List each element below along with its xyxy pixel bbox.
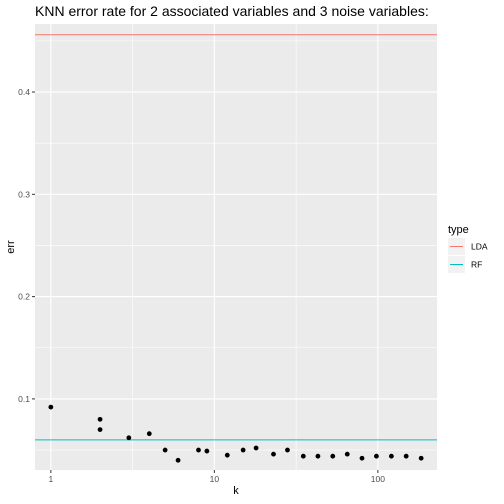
data-point (240, 447, 246, 453)
data-point (300, 453, 306, 459)
data-point (253, 445, 259, 451)
legend-entries: LDA RF (448, 238, 488, 273)
data-point (196, 447, 201, 453)
data-point (126, 435, 132, 441)
data-point (271, 451, 276, 457)
grid-major (35, 24, 437, 470)
x-tick-label: 10 (210, 474, 220, 484)
data-point (204, 448, 210, 454)
data-point (97, 427, 103, 432)
x-axis-ticks: 1 10 100 (48, 470, 385, 484)
legend-label-rf: RF (471, 260, 482, 270)
legend: type LDA RF (448, 224, 488, 273)
data-point (48, 404, 54, 410)
legend-label-lda: LDA (471, 242, 488, 252)
data-point (359, 455, 365, 461)
data-point (285, 447, 290, 453)
data-points (48, 404, 424, 463)
data-point (175, 457, 181, 463)
grid-minor (35, 24, 437, 470)
data-point (224, 452, 230, 458)
x-axis-label: k (233, 485, 239, 497)
x-tick-label: 1 (48, 474, 53, 484)
y-tick-label: 0.4 (18, 87, 30, 97)
legend-title: type (448, 224, 469, 236)
y-tick-label: 0.1 (18, 394, 30, 404)
x-tick-label: 100 (371, 474, 385, 484)
data-point (146, 431, 152, 437)
data-point (344, 451, 350, 457)
data-point (97, 416, 103, 422)
data-point (330, 453, 336, 459)
y-axis-label: err (5, 240, 17, 254)
y-tick-label: 0.2 (18, 292, 30, 302)
plot-panel (35, 24, 437, 470)
chart-title: KNN error rate for 2 associated variable… (35, 3, 429, 19)
data-point (315, 453, 321, 459)
y-tick-label: 0.3 (18, 189, 30, 199)
data-point (388, 453, 394, 459)
data-point (403, 453, 409, 459)
data-point (162, 447, 168, 453)
y-axis-ticks: 0.1 0.2 0.3 0.4 (18, 87, 35, 404)
data-point (374, 453, 379, 459)
reference-lines (35, 34, 437, 441)
data-point (418, 455, 424, 461)
